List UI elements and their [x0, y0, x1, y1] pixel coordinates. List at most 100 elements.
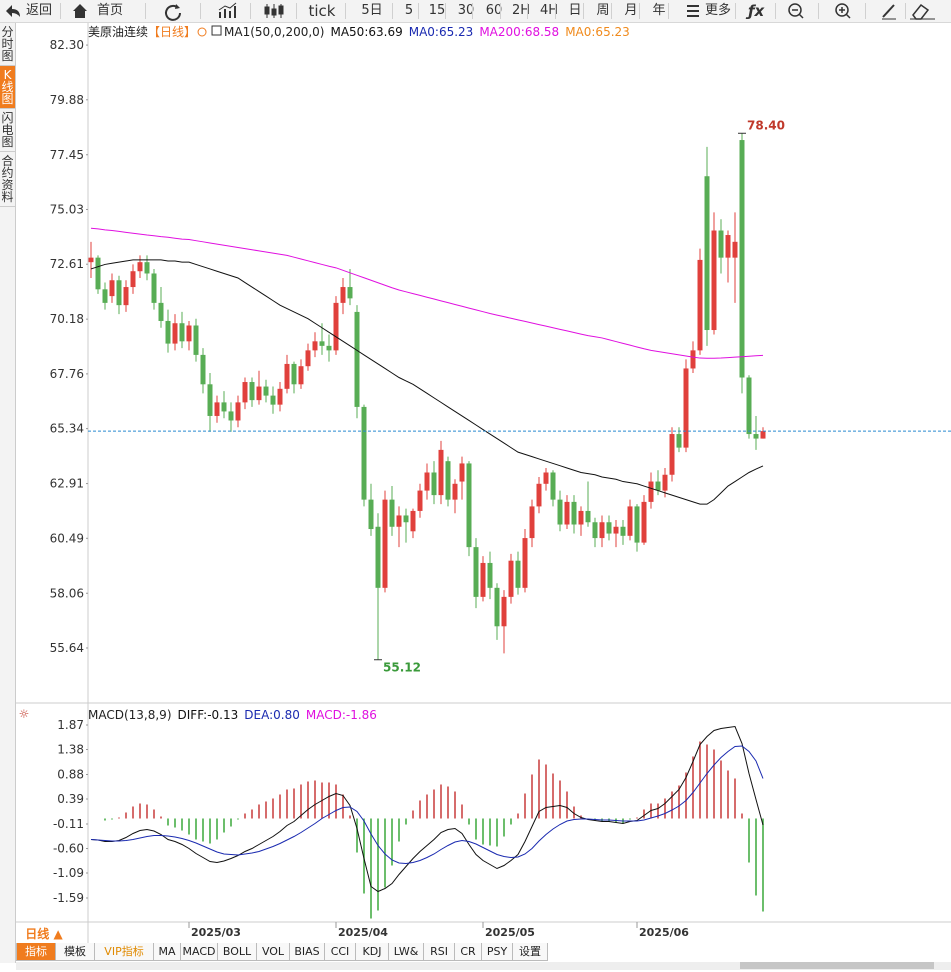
legend-entry: DIFF:-0.13 — [178, 708, 239, 722]
period-button[interactable]: 60 — [485, 3, 503, 18]
candle-body — [340, 287, 346, 303]
indicator-tab[interactable]: VIP指标 — [94, 943, 154, 961]
candle-body — [249, 382, 255, 401]
period-button[interactable]: tick — [308, 2, 336, 20]
candle-body — [578, 510, 584, 525]
candle-body — [662, 474, 668, 491]
candle-body — [543, 472, 549, 484]
indicator-tab[interactable]: PSY — [481, 943, 513, 961]
period-label[interactable]: 日线 ▲ — [16, 927, 72, 942]
candle-body — [641, 501, 647, 543]
x-tick-label: 2025/03 — [191, 926, 241, 939]
separator — [145, 3, 146, 19]
more-button[interactable]: 更多 — [704, 3, 731, 18]
x-tick-label: 2025/04 — [338, 926, 388, 939]
back-button[interactable]: 返回 — [25, 3, 52, 18]
indicator-tab[interactable]: BOLL — [217, 943, 257, 961]
candle-body — [536, 483, 542, 507]
period-button[interactable]: 5 — [404, 3, 414, 18]
pen-icon[interactable] — [882, 4, 896, 20]
candle-body — [599, 522, 605, 539]
indicator-tab[interactable]: RSI — [423, 943, 455, 961]
side-tab[interactable]: 分时图 — [0, 23, 15, 66]
zoom-out-icon[interactable] — [788, 3, 804, 19]
y-tick-label: 0.88 — [57, 768, 84, 782]
zoom-in-icon[interactable] — [835, 3, 851, 19]
candle-body — [620, 526, 626, 536]
candle-body — [648, 481, 654, 502]
settings-icon[interactable]: ☼ — [19, 707, 30, 721]
y-tick-label: 67.76 — [50, 367, 84, 381]
candle-body — [354, 311, 360, 407]
period-button[interactable]: 5日 — [361, 3, 383, 18]
indicator-tab[interactable]: 指标 — [16, 943, 56, 961]
candle-body — [746, 377, 752, 435]
indicator-tab[interactable]: 模板 — [55, 943, 95, 961]
fx-icon[interactable]: ƒx — [745, 2, 766, 20]
y-tick-label: 75.03 — [50, 202, 84, 216]
series-line — [90, 227, 764, 359]
candle-body — [95, 257, 101, 290]
indicator-tab[interactable]: 设置 — [512, 943, 548, 961]
kline-icon[interactable] — [264, 4, 284, 18]
period-button[interactable]: 周 — [596, 3, 610, 18]
home-icon[interactable] — [73, 4, 87, 18]
candle-body — [102, 289, 108, 303]
candle-body — [522, 538, 528, 588]
candle-body — [228, 411, 234, 421]
refresh-icon[interactable] — [165, 4, 181, 21]
period-button[interactable]: 4H — [539, 3, 559, 18]
min-label: 55.12 — [383, 661, 421, 675]
side-tab[interactable]: 合约资料 — [0, 152, 15, 207]
period-button[interactable]: 年 — [652, 3, 666, 18]
candle-body — [235, 402, 241, 421]
separator — [555, 3, 556, 19]
candle-body — [606, 522, 612, 534]
separator — [735, 3, 736, 19]
candle-body — [585, 510, 591, 523]
y-tick-label: 62.91 — [50, 477, 84, 491]
eraser-icon[interactable] — [910, 3, 935, 20]
candle-body — [431, 472, 437, 496]
candle-body — [172, 323, 178, 344]
y-tick-label: -0.60 — [53, 842, 84, 856]
indicator-tab[interactable]: KDJ — [355, 943, 389, 961]
candle-body — [186, 325, 192, 342]
menu-icon[interactable] — [687, 5, 699, 17]
indicator-tab[interactable]: CR — [454, 943, 482, 961]
candle-body — [214, 402, 220, 416]
indicator-tab[interactable]: VOL — [256, 943, 290, 961]
indicator-tab[interactable]: MACD — [180, 943, 218, 961]
indicator-tab[interactable]: BIAS — [289, 943, 325, 961]
scrollbar — [16, 962, 951, 970]
separator — [60, 3, 61, 19]
period-button[interactable]: 2H — [511, 3, 531, 18]
y-tick-label: 77.45 — [50, 148, 84, 162]
indicator-tab[interactable]: MA — [153, 943, 181, 961]
indicator-tab[interactable]: LW& — [388, 943, 424, 961]
candle-body — [466, 463, 472, 548]
separator — [775, 3, 776, 19]
candle-body — [326, 345, 332, 351]
chart-icon[interactable] — [218, 2, 237, 18]
candle-body — [242, 382, 248, 403]
legend-icon — [211, 25, 222, 36]
separator — [527, 3, 528, 19]
candle-body — [298, 366, 304, 385]
series-line — [90, 745, 764, 865]
candle-body — [704, 176, 710, 331]
scroll-thumb[interactable] — [740, 962, 934, 969]
indicator-tab[interactable]: CCI — [324, 943, 356, 961]
x-tick-label: 2025/05 — [485, 926, 535, 939]
toolbar: ƒx 返回 首页 更多 tick 5日 5 15 30 60 2H 4H 日周月年 — [0, 0, 951, 23]
home-button[interactable]: 首页 — [96, 3, 123, 18]
chart: 82.30 79.88 77.45 75.03 72.61 70.18 67.76 65.34… — [16, 23, 951, 943]
period-button[interactable]: 月 — [624, 3, 638, 18]
side-tab[interactable]: 闪电图 — [0, 109, 15, 152]
period-button[interactable]: 30 — [457, 3, 475, 18]
period-button[interactable]: 15 — [428, 3, 446, 18]
back-icon[interactable] — [6, 5, 20, 17]
side-tab[interactable]: K线图 — [0, 66, 15, 109]
period-button[interactable]: 日 — [568, 3, 582, 18]
candle-body — [361, 406, 367, 500]
